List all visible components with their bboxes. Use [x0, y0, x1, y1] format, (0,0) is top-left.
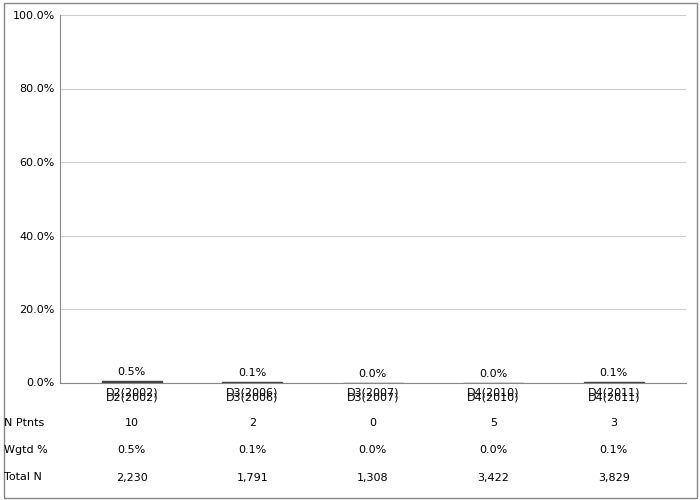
Text: 10: 10: [125, 418, 139, 428]
Text: N Ptnts: N Ptnts: [4, 418, 43, 428]
Text: 3,422: 3,422: [477, 472, 509, 482]
Text: D3(2007): D3(2007): [346, 392, 399, 402]
Text: 3,829: 3,829: [598, 472, 629, 482]
Text: D4(2010): D4(2010): [467, 392, 519, 402]
Text: 0.0%: 0.0%: [479, 445, 507, 455]
Text: D4(2011): D4(2011): [587, 392, 640, 402]
Text: 0.0%: 0.0%: [358, 369, 387, 379]
Text: 2,230: 2,230: [116, 472, 148, 482]
Text: 0.0%: 0.0%: [358, 445, 387, 455]
Text: 1,791: 1,791: [237, 472, 268, 482]
Text: Total N: Total N: [4, 472, 41, 482]
Text: 0: 0: [370, 418, 377, 428]
Text: Wgtd %: Wgtd %: [4, 445, 48, 455]
Text: 0.1%: 0.1%: [600, 445, 628, 455]
Text: 0.1%: 0.1%: [238, 368, 267, 378]
Text: D3(2006): D3(2006): [226, 392, 279, 402]
Text: 1,308: 1,308: [357, 472, 388, 482]
Text: 5: 5: [490, 418, 497, 428]
Text: 0.5%: 0.5%: [118, 445, 146, 455]
Bar: [102, 380, 162, 382]
Text: 0.5%: 0.5%: [118, 367, 146, 377]
Text: 3: 3: [610, 418, 617, 428]
Text: 0.1%: 0.1%: [600, 368, 628, 378]
Text: 2: 2: [248, 418, 256, 428]
Text: 0.1%: 0.1%: [238, 445, 267, 455]
Text: D2(2002): D2(2002): [106, 392, 158, 402]
Text: 0.0%: 0.0%: [479, 369, 507, 379]
